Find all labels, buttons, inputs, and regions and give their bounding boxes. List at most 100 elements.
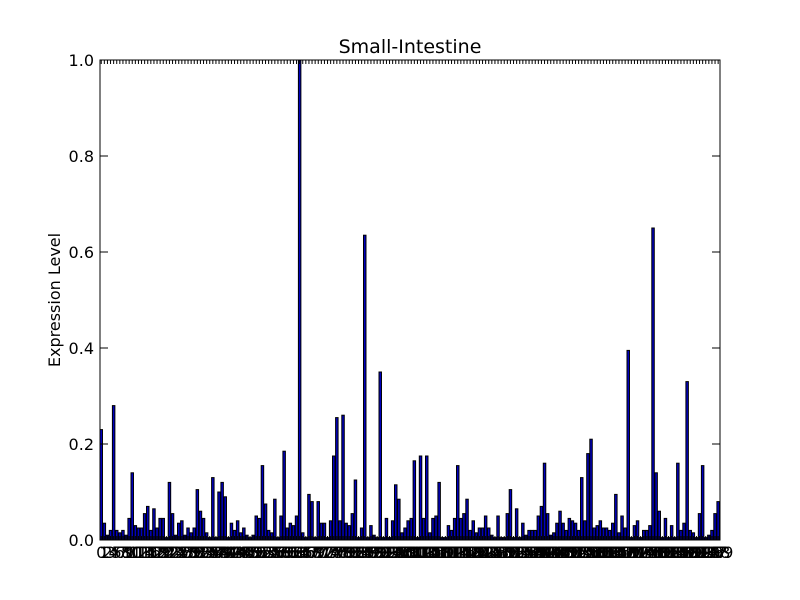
x-tick-label-197: 197 (697, 543, 728, 562)
x-tick-label-70: 70 (308, 543, 328, 562)
bar-158 (589, 438, 593, 541)
plot-frame (99, 59, 721, 541)
x-tick-label-106: 106 (415, 543, 446, 562)
bars-group (99, 59, 720, 541)
x-tick-label-26: 26 (172, 543, 192, 562)
bar-96 (397, 498, 401, 541)
x-tick-label-151: 151 (554, 543, 585, 562)
x-tick-label-34: 34 (196, 543, 216, 562)
x-tick-label-48: 48 (240, 543, 260, 562)
x-tick-label-158: 158 (576, 543, 607, 562)
x-tick-label-133: 133 (498, 543, 529, 562)
x-tick-label-174: 174 (625, 543, 656, 562)
x-tick-label-154: 154 (563, 543, 594, 562)
x-tick-label-47: 47 (237, 543, 257, 562)
x-tick-label-65: 65 (293, 543, 313, 562)
x-tick-label-145: 145 (535, 543, 566, 562)
x-tick-label-116: 116 (446, 543, 477, 562)
x-tick-label-170: 170 (613, 543, 644, 562)
bar-59 (282, 450, 286, 541)
x-tick-label-69: 69 (305, 543, 325, 562)
x-tick-label-129: 129 (486, 543, 517, 562)
x-tick-label-17: 17 (144, 543, 164, 562)
x-tick-label-144: 144 (532, 543, 563, 562)
y-tick-label-1: 0.2 (69, 435, 94, 454)
x-tick-label-187: 187 (666, 543, 697, 562)
x-tick-label-11: 11 (125, 543, 145, 562)
x-tick-label-91: 91 (373, 543, 393, 562)
bar-10 (130, 472, 134, 541)
bar-32 (198, 510, 203, 541)
bar-67 (307, 493, 311, 541)
bar-103 (418, 455, 423, 541)
x-tick-label-88: 88 (364, 543, 384, 562)
x-tick-label-83: 83 (348, 543, 368, 562)
x-tick-label-199: 199 (703, 543, 734, 562)
x-tick-label-146: 146 (539, 543, 570, 562)
x-tick-label-179: 179 (641, 543, 672, 562)
bar-95 (394, 484, 398, 541)
x-tick-label-119: 119 (455, 543, 486, 562)
bar-38 (217, 491, 221, 541)
bar-31 (195, 489, 200, 541)
x-tick-label-165: 165 (597, 543, 628, 562)
x-tick-label-18: 18 (147, 543, 167, 562)
x-tick-label-98: 98 (395, 543, 415, 562)
x-tick-label-86: 86 (358, 543, 378, 562)
bar-90 (378, 371, 382, 541)
x-tick-label-81: 81 (342, 543, 362, 562)
x-tick-label-46: 46 (234, 543, 254, 562)
x-tick-label-27: 27 (175, 543, 195, 562)
x-tick-label-2: 2 (102, 543, 112, 562)
y-tick-label-2: 0.4 (69, 339, 94, 358)
x-tick-label-41: 41 (218, 543, 238, 562)
x-tick-label-39: 39 (212, 543, 232, 562)
x-tick-label-110: 110 (427, 543, 458, 562)
x-tick-label-68: 68 (302, 543, 322, 562)
bar-56 (273, 498, 277, 541)
bar-148 (558, 510, 562, 541)
x-tick-label-22: 22 (159, 543, 179, 562)
x-tick-label-142: 142 (526, 543, 557, 562)
x-tick-label-126: 126 (477, 543, 508, 562)
x-tick-label-99: 99 (398, 543, 418, 562)
x-tick-label-117: 117 (449, 543, 480, 562)
x-tick-label-96: 96 (389, 543, 409, 562)
bar-170 (626, 349, 630, 541)
x-tick-label-101: 101 (399, 543, 430, 562)
x-tick-label-143: 143 (529, 543, 560, 562)
x-tick-label-125: 125 (473, 543, 504, 562)
x-ticks-group: 0123456789101112131415161718192021222324… (96, 60, 733, 562)
x-tick-label-153: 153 (560, 543, 591, 562)
x-tick-label-80: 80 (339, 543, 359, 562)
x-tick-label-121: 121 (461, 543, 492, 562)
x-tick-label-128: 128 (483, 543, 514, 562)
x-tick-label-172: 172 (619, 543, 650, 562)
x-tick-label-10: 10 (122, 543, 142, 562)
x-tick-label-4: 4 (109, 543, 119, 562)
x-tick-label-107: 107 (418, 543, 449, 562)
x-tick-label-36: 36 (203, 543, 223, 562)
x-tick-label-44: 44 (227, 543, 247, 562)
x-tick-label-177: 177 (635, 543, 666, 562)
x-tick-label-25: 25 (169, 543, 189, 562)
x-tick-label-30: 30 (184, 543, 204, 562)
x-tick-label-52: 52 (252, 543, 272, 562)
bar-78 (341, 414, 345, 541)
x-tick-label-78: 78 (333, 543, 353, 562)
x-tick-label-82: 82 (345, 543, 365, 562)
x-tick-label-160: 160 (582, 543, 613, 562)
x-tick-label-148: 148 (545, 543, 576, 562)
x-tick-label-188: 188 (669, 543, 700, 562)
y-tick-label-3: 0.6 (69, 243, 94, 262)
x-tick-label-72: 72 (314, 543, 334, 562)
x-tick-label-155: 155 (566, 543, 597, 562)
x-tick-label-49: 49 (243, 543, 263, 562)
x-tick-label-183: 183 (653, 543, 684, 562)
x-tick-label-40: 40 (215, 543, 235, 562)
x-tick-label-182: 182 (650, 543, 681, 562)
x-tick-label-31: 31 (187, 543, 207, 562)
x-tick-label-64: 64 (289, 543, 309, 562)
x-tick-label-131: 131 (492, 543, 523, 562)
